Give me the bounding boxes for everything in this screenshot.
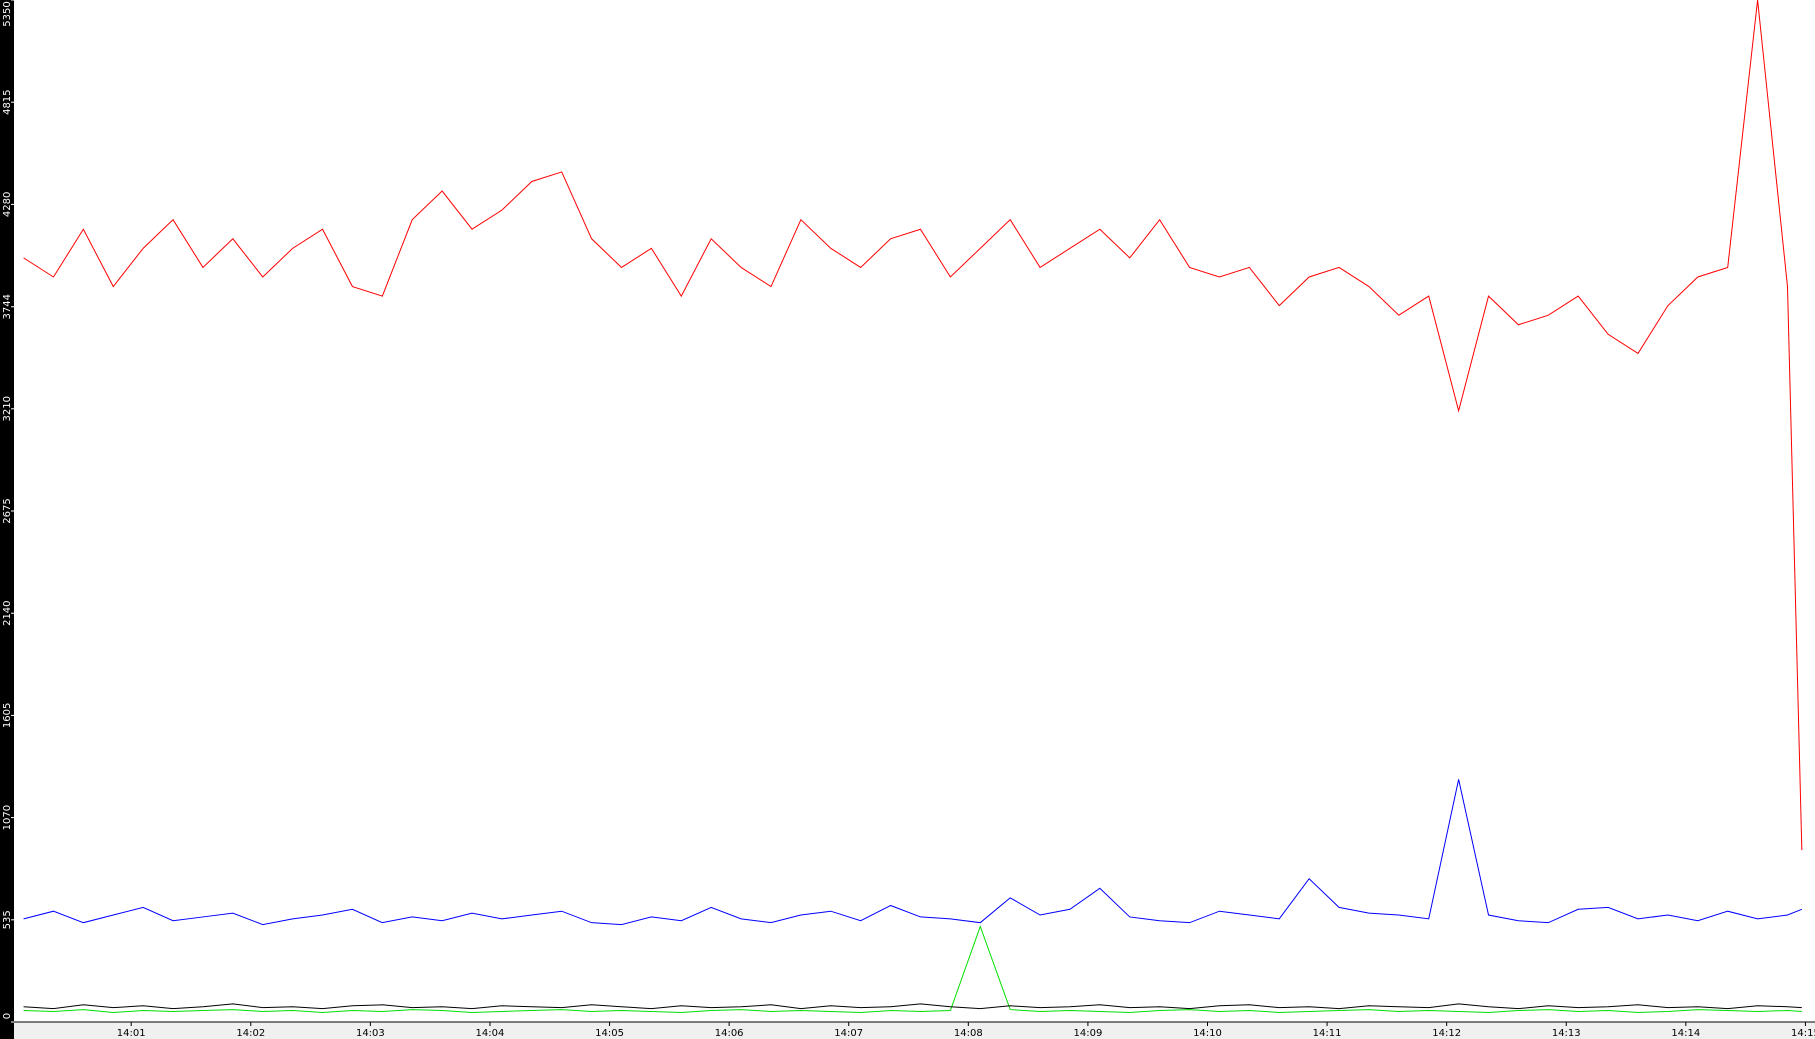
- x-tick-label: 14:04: [476, 1028, 505, 1039]
- x-tick-label: 14:13: [1552, 1028, 1581, 1039]
- x-tick-label: 14:12: [1432, 1028, 1461, 1039]
- y-tick-label: 4280: [2, 192, 13, 217]
- series-line: [23, 925, 1802, 1013]
- y-axis-strip: [0, 0, 14, 1039]
- y-tick-label: 535: [2, 910, 13, 929]
- x-tick-label: 14:08: [954, 1028, 983, 1039]
- y-tick-label: 3744: [2, 294, 13, 319]
- y-tick-label: 5350: [2, 1, 13, 26]
- y-tick-label: 0: [2, 1013, 13, 1019]
- y-tick-label: 2140: [2, 600, 13, 625]
- x-tick-label: 14:06: [715, 1028, 744, 1039]
- x-tick-label: 14:03: [356, 1028, 385, 1039]
- x-tick-label: 14:02: [236, 1028, 265, 1039]
- y-tick-label: 4815: [2, 89, 13, 114]
- x-tick-label: 14:15: [1791, 1028, 1815, 1039]
- series-line: [23, 0, 1803, 851]
- x-tick-label: 14:14: [1671, 1028, 1700, 1039]
- x-tick-label: 14:05: [595, 1028, 624, 1039]
- series-line: [23, 779, 1803, 926]
- y-tick-label: 3210: [2, 396, 13, 421]
- x-axis-strip: [14, 1022, 1815, 1039]
- y-tick-label: 1605: [2, 703, 13, 728]
- series-line: [23, 1003, 1802, 1010]
- y-tick-label: 2675: [2, 498, 13, 523]
- y-tick-label: 1070: [2, 805, 13, 830]
- x-tick-label: 14:10: [1193, 1028, 1222, 1039]
- x-tick-label: 14:07: [834, 1028, 863, 1039]
- x-tick-label: 14:11: [1313, 1028, 1342, 1039]
- x-tick-label: 14:09: [1073, 1028, 1102, 1039]
- x-tick-label: 14:01: [117, 1028, 146, 1039]
